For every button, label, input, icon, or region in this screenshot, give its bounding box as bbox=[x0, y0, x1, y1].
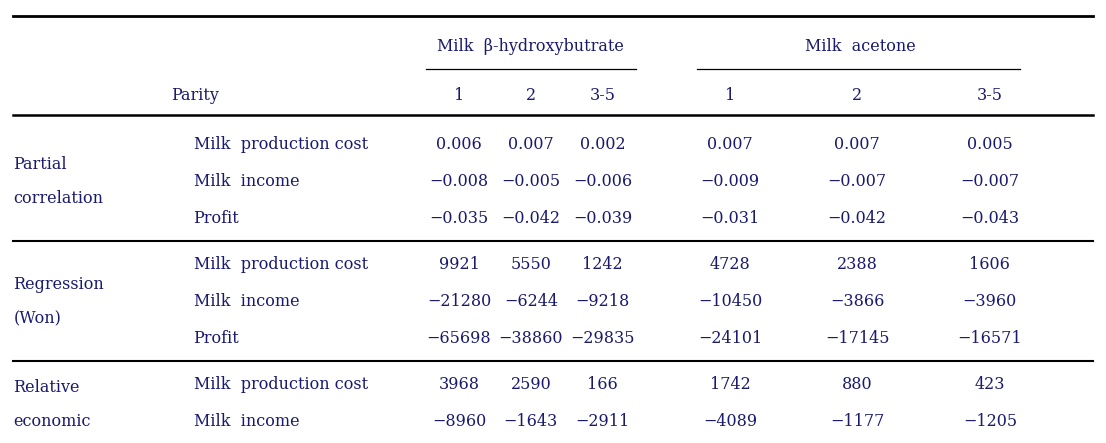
Text: Profit: Profit bbox=[194, 210, 239, 227]
Text: −16571: −16571 bbox=[958, 330, 1022, 347]
Text: Milk  acetone: Milk acetone bbox=[804, 38, 916, 55]
Text: 0.007: 0.007 bbox=[707, 136, 753, 153]
Text: 0.007: 0.007 bbox=[834, 136, 880, 153]
Text: 166: 166 bbox=[587, 376, 618, 393]
Text: −0.043: −0.043 bbox=[960, 210, 1020, 227]
Text: −3960: −3960 bbox=[962, 293, 1018, 310]
Text: 1: 1 bbox=[724, 87, 735, 104]
Text: −0.005: −0.005 bbox=[501, 173, 561, 190]
Text: economic: economic bbox=[13, 413, 91, 430]
Text: (Won): (Won) bbox=[13, 310, 61, 327]
Text: −0.035: −0.035 bbox=[429, 210, 489, 227]
Text: Relative: Relative bbox=[13, 379, 80, 396]
Text: Profit: Profit bbox=[194, 330, 239, 347]
Text: −9218: −9218 bbox=[575, 293, 630, 310]
Text: 1: 1 bbox=[453, 87, 465, 104]
Text: 3968: 3968 bbox=[438, 376, 480, 393]
Text: Milk  income: Milk income bbox=[194, 413, 300, 430]
Text: 3-5: 3-5 bbox=[977, 87, 1003, 104]
Text: 3-5: 3-5 bbox=[589, 87, 616, 104]
Text: −1177: −1177 bbox=[830, 413, 885, 430]
Text: Regression: Regression bbox=[13, 276, 104, 293]
Text: 0.002: 0.002 bbox=[580, 136, 626, 153]
Text: correlation: correlation bbox=[13, 190, 103, 207]
Text: −0.009: −0.009 bbox=[700, 173, 760, 190]
Text: −21280: −21280 bbox=[427, 293, 491, 310]
Text: 1242: 1242 bbox=[583, 256, 623, 273]
Text: 0.006: 0.006 bbox=[436, 136, 482, 153]
Text: Parity: Parity bbox=[171, 87, 219, 104]
Text: −0.031: −0.031 bbox=[700, 210, 760, 227]
Text: Milk  production cost: Milk production cost bbox=[194, 136, 367, 153]
Text: −0.007: −0.007 bbox=[960, 173, 1020, 190]
Text: −8960: −8960 bbox=[431, 413, 487, 430]
Text: 2590: 2590 bbox=[511, 376, 551, 393]
Text: −0.039: −0.039 bbox=[573, 210, 633, 227]
Text: 880: 880 bbox=[842, 376, 873, 393]
Text: −24101: −24101 bbox=[698, 330, 762, 347]
Text: Milk  production cost: Milk production cost bbox=[194, 376, 367, 393]
Text: 1742: 1742 bbox=[710, 376, 750, 393]
Text: −1643: −1643 bbox=[503, 413, 559, 430]
Text: 2388: 2388 bbox=[837, 256, 877, 273]
Text: −3866: −3866 bbox=[830, 293, 885, 310]
Text: −0.042: −0.042 bbox=[827, 210, 887, 227]
Text: −0.006: −0.006 bbox=[573, 173, 633, 190]
Text: −10450: −10450 bbox=[698, 293, 762, 310]
Text: Milk  income: Milk income bbox=[194, 173, 300, 190]
Text: −6244: −6244 bbox=[504, 293, 557, 310]
Text: 9921: 9921 bbox=[439, 256, 479, 273]
Text: 2: 2 bbox=[852, 87, 863, 104]
Text: 0.007: 0.007 bbox=[508, 136, 554, 153]
Text: −0.042: −0.042 bbox=[501, 210, 561, 227]
Text: Milk  β-hydroxybutrate: Milk β-hydroxybutrate bbox=[438, 38, 624, 55]
Text: Milk  income: Milk income bbox=[194, 293, 300, 310]
Text: −29835: −29835 bbox=[571, 330, 635, 347]
Text: 0.005: 0.005 bbox=[967, 136, 1013, 153]
Text: −38860: −38860 bbox=[499, 330, 563, 347]
Text: −17145: −17145 bbox=[825, 330, 889, 347]
Text: 2: 2 bbox=[525, 87, 536, 104]
Text: −4089: −4089 bbox=[703, 413, 757, 430]
Text: Milk  production cost: Milk production cost bbox=[194, 256, 367, 273]
Text: −0.008: −0.008 bbox=[429, 173, 489, 190]
Text: −1205: −1205 bbox=[963, 413, 1016, 430]
Text: 5550: 5550 bbox=[511, 256, 551, 273]
Text: 1606: 1606 bbox=[970, 256, 1010, 273]
Text: 423: 423 bbox=[974, 376, 1005, 393]
Text: −0.007: −0.007 bbox=[827, 173, 887, 190]
Text: Partial: Partial bbox=[13, 156, 66, 173]
Text: −65698: −65698 bbox=[427, 330, 491, 347]
Text: 4728: 4728 bbox=[710, 256, 750, 273]
Text: −2911: −2911 bbox=[575, 413, 630, 430]
